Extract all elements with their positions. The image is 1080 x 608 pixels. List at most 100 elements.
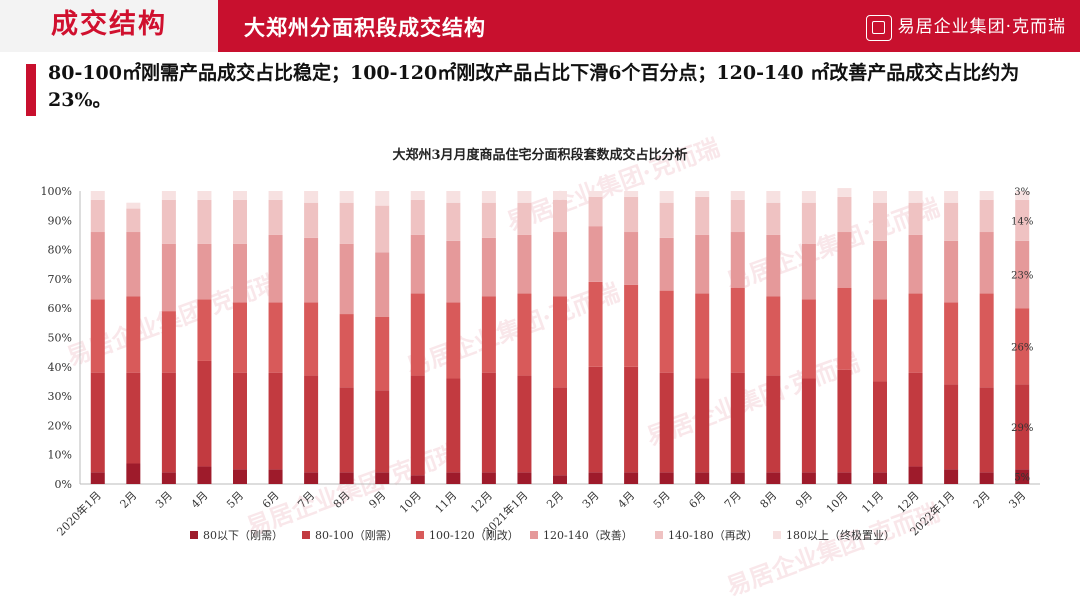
bar-segment — [481, 372, 496, 473]
bar-segment — [801, 191, 816, 203]
bar-segment — [304, 302, 319, 376]
bar-segment — [908, 191, 923, 203]
bar-segment — [481, 472, 496, 484]
y-tick-label: 40% — [48, 361, 72, 374]
bar-segment — [944, 240, 959, 303]
bar-segment — [197, 360, 212, 467]
x-tick-label: 6月 — [686, 489, 708, 511]
bar-segment — [375, 191, 390, 206]
bar-segment — [553, 232, 567, 297]
bar-segment — [659, 372, 674, 473]
bar-segment — [197, 299, 212, 361]
legend-swatch — [190, 531, 198, 539]
x-tick-label: 11月 — [433, 489, 460, 516]
bar-segment — [268, 469, 283, 484]
bar-segment — [624, 472, 639, 484]
bar-segment — [375, 205, 390, 253]
seal-icon — [865, 14, 892, 41]
brand-text: 易居企业集团·克而瑞 — [897, 17, 1066, 37]
bar-segment — [944, 384, 959, 470]
bar-segment — [730, 191, 745, 200]
bar-segment — [446, 302, 461, 379]
bar-segment — [233, 469, 247, 484]
x-tick-label: 2月 — [544, 489, 566, 511]
bar-segment — [553, 199, 567, 233]
y-tick-label: 90% — [48, 214, 72, 227]
bar-segment — [375, 316, 390, 391]
bar-segment — [90, 372, 105, 473]
bar-segment — [517, 375, 532, 473]
page-title: 大郑州分面积段成交结构 — [244, 15, 486, 40]
x-tick-label: 5月 — [224, 489, 246, 511]
y-tick-label: 80% — [48, 244, 72, 257]
bar-segment — [304, 237, 319, 303]
x-tick-label: 2020年1月 — [54, 488, 104, 538]
bar-segment — [410, 191, 425, 200]
legend-label: 80以下（刚需） — [203, 529, 283, 542]
bar-segment — [695, 378, 710, 473]
legend-swatch — [302, 531, 310, 539]
bar-segment — [801, 299, 816, 379]
bar-segment — [801, 243, 816, 300]
bar-segment — [197, 191, 212, 200]
chart-title: 大郑州3月月度商品住宅分面积段套数成交占比分析 — [392, 147, 687, 163]
bar-segment — [126, 372, 141, 464]
bar-segment — [979, 293, 994, 388]
summary-text: 80-100㎡刚需产品成交占比稳定；100-120㎡刚改产品占比下滑6个百分点；… — [48, 62, 1020, 111]
bar-segment — [410, 293, 425, 376]
bar-segment — [730, 372, 745, 473]
y-tick-label: 50% — [48, 332, 72, 345]
bar-segment — [766, 191, 781, 203]
x-tick-label: 11月 — [859, 489, 886, 516]
data-label: 14% — [1011, 216, 1033, 227]
y-tick-label: 70% — [48, 273, 72, 286]
bar-segment — [588, 366, 603, 473]
x-tick-label: 3月 — [153, 489, 175, 511]
x-tick-label: 9月 — [366, 489, 388, 511]
bar-segment — [161, 472, 176, 484]
bar-segment — [624, 196, 639, 233]
bar-segment — [410, 375, 425, 476]
bar-segment — [90, 472, 105, 484]
data-label: 23% — [1011, 271, 1033, 282]
data-label: 29% — [1011, 423, 1033, 434]
bar-segment — [126, 232, 141, 297]
bar-segment — [659, 191, 674, 203]
bar-segment — [553, 475, 567, 484]
bar-segment — [837, 369, 852, 473]
bar-segment — [268, 199, 283, 235]
bar-segment — [90, 232, 105, 300]
bar-segment — [588, 196, 603, 227]
bar-segment — [268, 372, 283, 470]
bar-segment — [481, 202, 496, 238]
bar-segment — [233, 191, 247, 200]
bar-segment — [197, 466, 212, 484]
bar-segment — [695, 196, 710, 235]
bar-segment — [1015, 191, 1030, 200]
bar-segment — [801, 472, 816, 484]
bar-segment — [1015, 199, 1030, 241]
y-tick-label: 0% — [55, 478, 72, 491]
bar-segment — [588, 472, 603, 484]
bar-segment — [873, 202, 887, 241]
bar-segment — [161, 372, 176, 473]
brand-logo: 易居企业集团·克而瑞 — [865, 13, 1066, 41]
section-tab: 成交结构 — [0, 0, 218, 52]
x-tick-label: 7月 — [295, 489, 317, 511]
legend-label: 80-100（刚需） — [315, 529, 398, 542]
x-tick-label: 8月 — [331, 489, 353, 511]
bar-segment — [517, 202, 532, 235]
bar-segment — [837, 232, 852, 288]
bar-segment — [446, 202, 461, 241]
bar-segment — [979, 472, 994, 484]
bar-segment — [410, 199, 425, 235]
bar-segment — [233, 243, 247, 303]
legend-label: 100-120（刚改） — [429, 528, 519, 542]
bar-segment — [233, 302, 247, 373]
bar-segment — [375, 472, 390, 484]
bar-segment — [161, 191, 176, 200]
bar-segment — [624, 191, 639, 197]
legend-swatch — [655, 531, 663, 539]
bar-segment — [908, 466, 923, 484]
bar-segment — [695, 234, 710, 294]
